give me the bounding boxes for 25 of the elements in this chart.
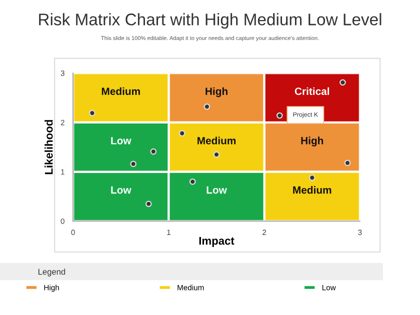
point (204, 103, 210, 110)
point (178, 130, 186, 136)
data-label: Medium (102, 87, 140, 95)
data-label: Medium (198, 136, 236, 144)
data-label: Critical (294, 87, 330, 95)
point (344, 160, 351, 166)
data-label: Low (206, 186, 227, 194)
data-label: Low (111, 137, 132, 144)
point (130, 160, 136, 168)
data-label: High (301, 136, 324, 146)
data-label: Medium (293, 186, 332, 194)
point (189, 178, 196, 185)
point (150, 148, 157, 155)
point (145, 200, 152, 208)
point (340, 79, 346, 86)
point (89, 110, 96, 116)
data-label: High (206, 87, 228, 98)
point (308, 174, 316, 181)
legend-title: Legend (38, 268, 66, 276)
chart-title: Risk Matrix Chart with High Medium Low Level (39, 13, 382, 29)
point (213, 151, 220, 158)
x-axis-title: Impact (199, 236, 234, 247)
data-label: Low (111, 186, 132, 194)
y-axis-title: Likelihood (44, 120, 53, 174)
point (276, 112, 283, 119)
